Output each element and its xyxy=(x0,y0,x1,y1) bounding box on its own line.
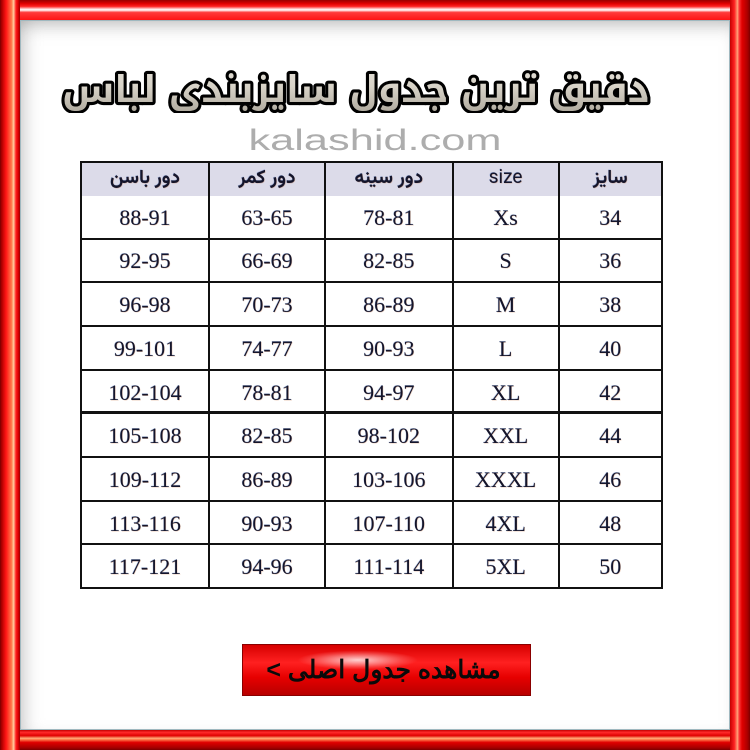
svg-text:دقیق ترین جدول سایزبندی لباس: دقیق ترین جدول سایزبندی لباس xyxy=(62,58,650,113)
svg-text:kalashid.com: kalashid.com xyxy=(249,124,502,157)
